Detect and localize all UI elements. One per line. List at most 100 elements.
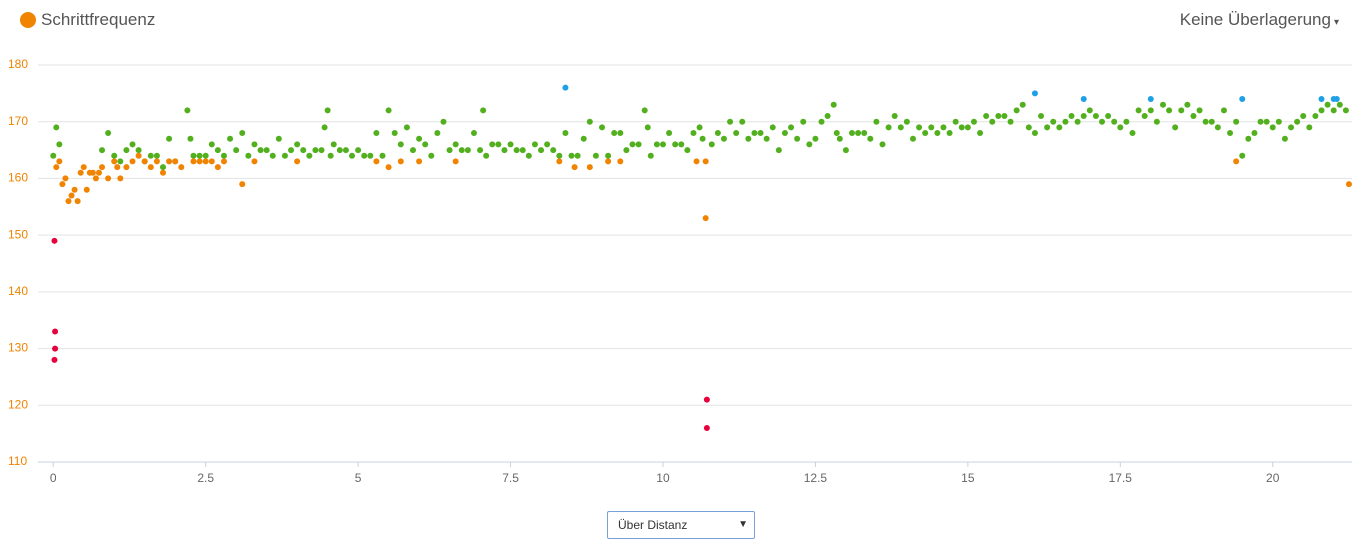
point: [288, 147, 295, 154]
point: [544, 141, 551, 148]
point: [361, 152, 368, 159]
point: [1062, 118, 1069, 125]
point: [1336, 101, 1343, 108]
point: [1324, 101, 1331, 108]
x-mode-select[interactable]: Über Distanz ▼: [607, 511, 755, 539]
point: [324, 107, 331, 114]
point: [1031, 90, 1038, 97]
point: [1342, 107, 1349, 114]
point: [458, 147, 465, 154]
point: [684, 147, 691, 154]
point: [885, 124, 892, 131]
point: [1190, 113, 1197, 120]
point: [373, 130, 380, 137]
point: [550, 147, 557, 154]
point: [1318, 107, 1325, 114]
point: [699, 135, 706, 142]
point: [775, 147, 782, 154]
point: [336, 147, 343, 154]
point: [227, 135, 234, 142]
point: [946, 130, 953, 137]
point: [995, 113, 1002, 120]
point: [909, 135, 916, 142]
select-arrow: ▼: [738, 519, 748, 530]
point: [202, 152, 209, 159]
legend-label: Schrittfrequenz: [41, 10, 156, 29]
x-tick-label: 15: [961, 471, 975, 485]
point: [623, 147, 630, 154]
point: [385, 107, 392, 114]
point: [220, 152, 227, 159]
point: [51, 356, 58, 363]
point: [903, 118, 910, 125]
point: [977, 130, 984, 137]
point: [385, 164, 392, 171]
point: [836, 135, 843, 142]
point: [452, 158, 459, 165]
legend[interactable]: Schrittfrequenz: [20, 10, 155, 30]
overlay-menu[interactable]: Keine Überlagerung ▾: [1180, 10, 1339, 30]
legend-marker: [20, 12, 36, 28]
point: [1038, 113, 1045, 120]
point: [1312, 113, 1319, 120]
point: [1080, 96, 1087, 103]
point: [397, 158, 404, 165]
point: [708, 141, 715, 148]
point: [416, 158, 423, 165]
point: [172, 158, 179, 165]
y-tick-label: 150: [8, 227, 28, 241]
point: [1184, 101, 1191, 108]
point: [1111, 118, 1118, 125]
point: [80, 164, 87, 171]
point: [367, 152, 374, 159]
point: [83, 186, 90, 193]
point: [208, 158, 215, 165]
point: [1105, 113, 1112, 120]
point: [1099, 118, 1106, 125]
point: [934, 130, 941, 137]
point: [879, 141, 886, 148]
point: [489, 141, 496, 148]
point: [1330, 107, 1337, 114]
point: [574, 152, 581, 159]
point: [327, 152, 334, 159]
point: [1269, 124, 1276, 131]
point: [257, 147, 264, 154]
point: [56, 158, 63, 165]
point: [611, 130, 618, 137]
point: [1166, 107, 1173, 114]
point: [65, 198, 72, 205]
point: [202, 158, 209, 165]
point: [159, 169, 166, 176]
point: [1333, 96, 1340, 103]
point: [300, 147, 307, 154]
point: [605, 152, 612, 159]
y-tick-label: 180: [8, 57, 28, 71]
point: [1220, 107, 1227, 114]
point: [644, 124, 651, 131]
point: [824, 113, 831, 120]
point: [50, 152, 57, 159]
point: [599, 124, 606, 131]
point: [330, 141, 337, 148]
point: [403, 124, 410, 131]
point: [964, 124, 971, 131]
point: [568, 152, 575, 159]
point: [1239, 152, 1246, 159]
point: [251, 141, 258, 148]
point: [263, 147, 270, 154]
point: [275, 135, 282, 142]
point: [68, 192, 75, 199]
point: [1068, 113, 1075, 120]
point: [1257, 118, 1264, 125]
point: [696, 124, 703, 131]
y-tick-label: 110: [8, 454, 27, 468]
point: [592, 152, 599, 159]
point: [166, 135, 173, 142]
point: [769, 124, 776, 131]
point: [1123, 118, 1130, 125]
point: [507, 141, 514, 148]
point: [659, 141, 666, 148]
point: [1202, 118, 1209, 125]
point: [111, 152, 118, 159]
